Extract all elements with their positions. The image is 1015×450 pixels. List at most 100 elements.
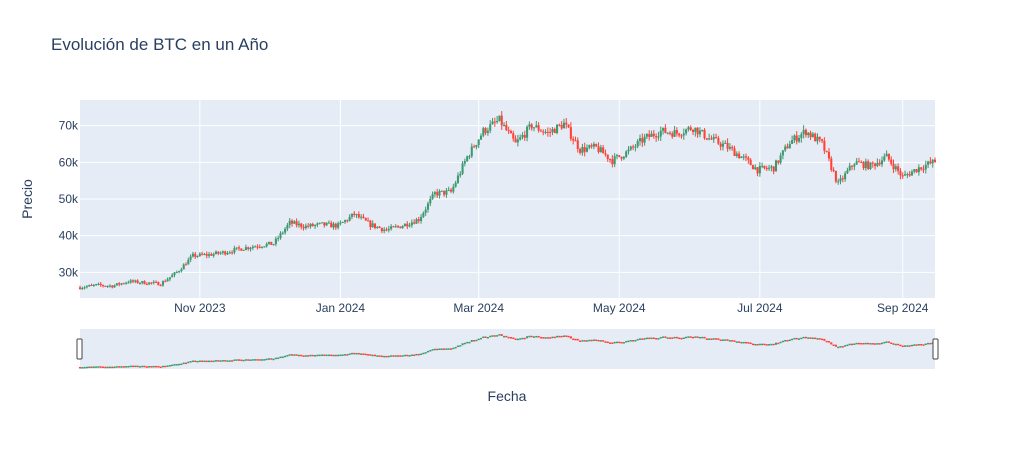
slider-candle (874, 343, 877, 345)
candle-increasing (498, 115, 501, 122)
slider-candle (733, 340, 736, 342)
slider-candle (81, 367, 84, 369)
candle-increasing (659, 130, 662, 137)
slider-candle (671, 337, 674, 339)
candle-increasing (551, 129, 554, 133)
candle-increasing (489, 124, 492, 131)
candle-increasing (403, 223, 406, 227)
slider-candle (772, 343, 775, 346)
candle-increasing (673, 130, 676, 137)
x-tick-label: Nov 2023 (174, 301, 226, 315)
slider-candle (194, 360, 197, 363)
candle-increasing (904, 174, 907, 176)
slider-candle (208, 360, 211, 363)
candle-decreasing (691, 129, 695, 132)
candle-decreasing (814, 133, 817, 142)
slider-candle (781, 340, 784, 343)
candle-increasing (735, 153, 738, 157)
candle-increasing (797, 137, 801, 142)
candle-increasing (682, 133, 685, 136)
candle-decreasing (710, 138, 713, 140)
slider-candle (452, 347, 455, 350)
candle-decreasing (399, 226, 402, 229)
candle-decreasing (311, 223, 314, 227)
candle-decreasing (620, 156, 623, 159)
slider-candle (237, 359, 241, 361)
slider-candle (662, 336, 665, 338)
slider-candle (228, 360, 231, 362)
slider-candle (281, 356, 284, 358)
candle-decreasing (307, 225, 310, 227)
slider-candle (263, 359, 266, 361)
candle-increasing (721, 143, 725, 147)
candle-increasing (479, 135, 483, 140)
slider-candle (431, 349, 434, 351)
candle-decreasing (357, 214, 360, 218)
slider-candle (857, 342, 860, 345)
slider-candle (574, 338, 577, 341)
candle-decreasing (346, 220, 349, 222)
candle-increasing (532, 127, 536, 129)
candle-increasing (613, 156, 616, 165)
candle-increasing (203, 254, 206, 256)
candle-increasing (853, 164, 856, 167)
candle-decreasing (205, 254, 208, 256)
slider-candle (184, 362, 188, 365)
candle-decreasing (224, 251, 227, 255)
slider-candle (526, 336, 529, 339)
slider-candle (127, 366, 130, 368)
slider-candle (498, 334, 501, 336)
slider-candle (191, 360, 194, 363)
candle-increasing (424, 209, 427, 213)
slider-candle (330, 354, 333, 357)
candle-increasing (244, 247, 247, 250)
slider-candle (143, 365, 146, 368)
candle-decreasing (247, 247, 250, 249)
candle-increasing (228, 252, 231, 254)
candle-increasing (535, 125, 538, 128)
slider-candle (198, 360, 201, 363)
slider-candle (129, 365, 132, 368)
range-slider-right-handle[interactable] (932, 338, 939, 360)
slider-candle (816, 338, 819, 340)
candle-increasing (401, 226, 404, 229)
candle-increasing (152, 281, 155, 283)
candle-decreasing (270, 241, 273, 245)
candle-decreasing (821, 139, 824, 141)
candle-decreasing (493, 121, 496, 123)
slider-candle (270, 358, 273, 360)
candle-increasing (274, 238, 277, 245)
candle-increasing (387, 228, 390, 231)
slider-candle (862, 342, 865, 345)
main-candles-layer (78, 111, 937, 291)
candle-decreasing (590, 145, 593, 147)
candle-increasing (410, 222, 413, 226)
candle-increasing (92, 284, 95, 286)
range-slider[interactable] (80, 329, 935, 369)
candle-decreasing (897, 166, 900, 171)
slider-candle (254, 359, 257, 361)
range-slider-left-handle[interactable] (76, 338, 83, 360)
candle-decreasing (818, 136, 821, 140)
slider-candle (343, 354, 347, 356)
candle-increasing (779, 155, 782, 163)
candle-increasing (526, 126, 529, 138)
slider-candle (473, 339, 476, 342)
slider-candle (590, 339, 593, 342)
slider-candle (853, 343, 856, 345)
slider-candle (401, 355, 404, 357)
slider-candle (717, 338, 720, 340)
slider-candle (164, 365, 167, 368)
candle-increasing (304, 225, 307, 229)
candle-increasing (125, 282, 128, 284)
slider-candle (883, 341, 886, 344)
candle-increasing (242, 249, 245, 251)
candle-increasing (360, 216, 363, 218)
candle-increasing (622, 156, 625, 159)
candle-decreasing (738, 153, 741, 159)
slider-candle (922, 344, 925, 346)
slider-candle (811, 337, 814, 340)
candle-decreasing (611, 159, 614, 165)
candle-increasing (445, 190, 448, 195)
candle-decreasing (862, 162, 865, 169)
